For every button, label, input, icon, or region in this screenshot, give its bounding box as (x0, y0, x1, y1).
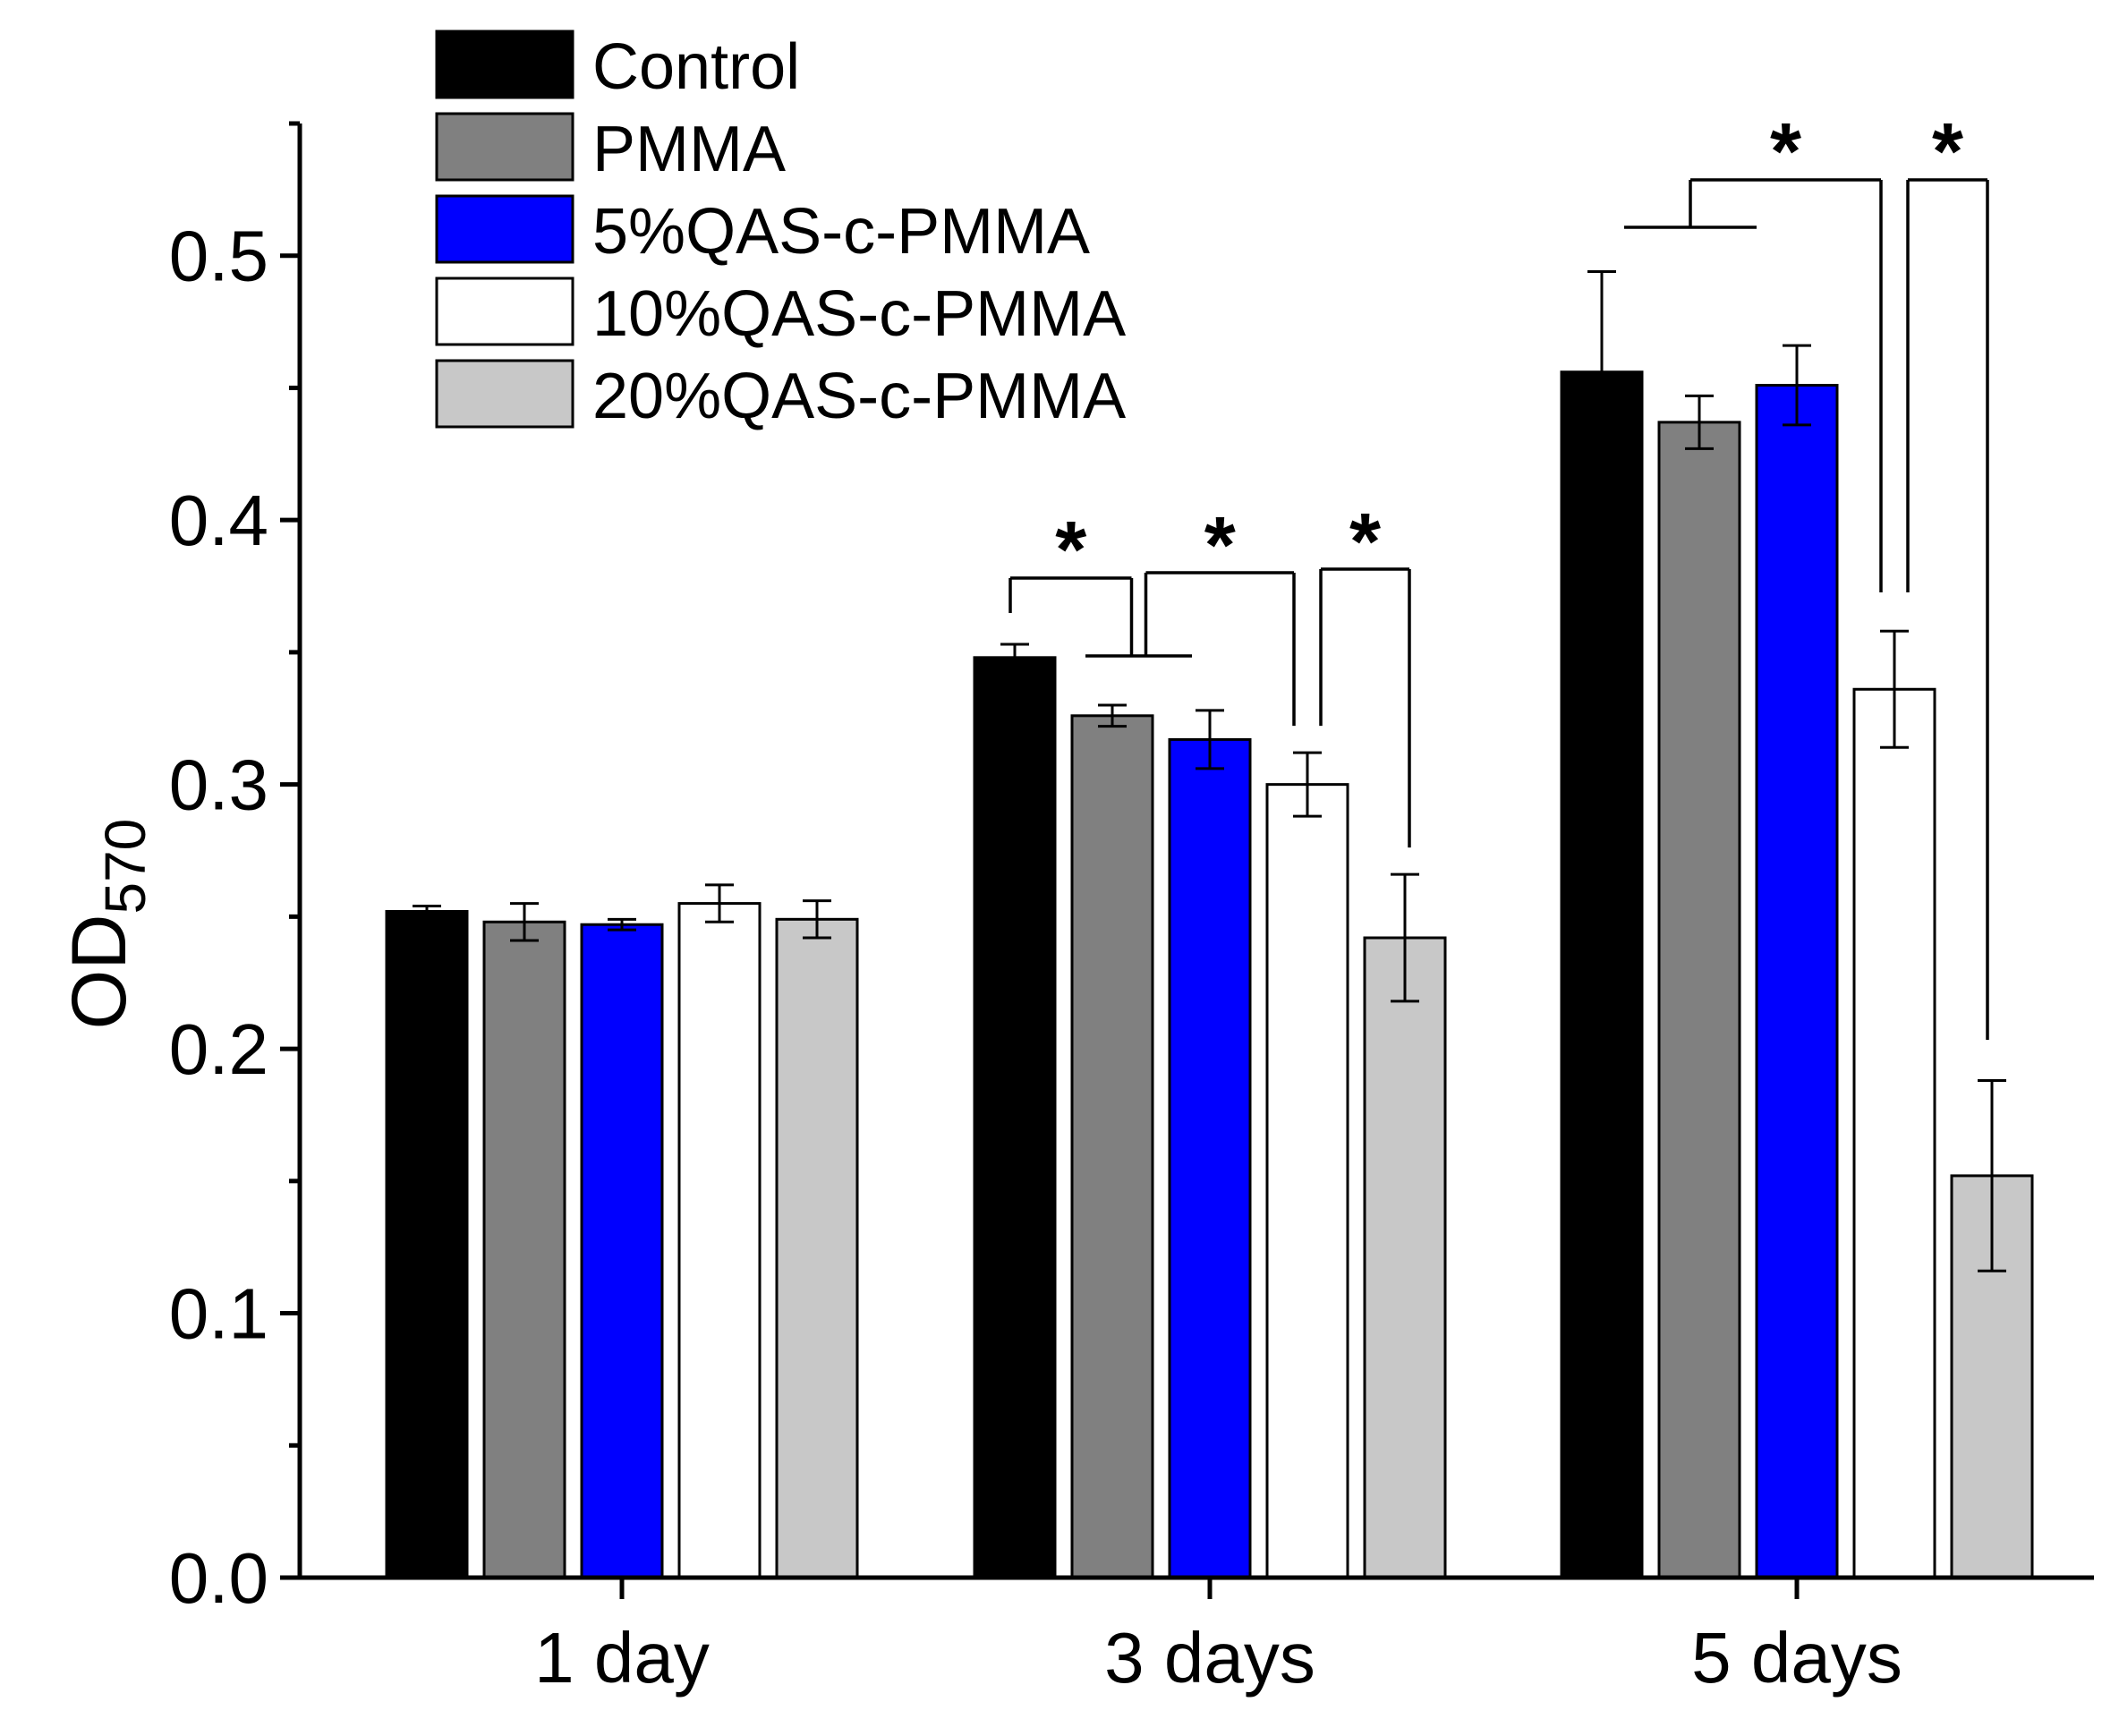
bar-5-qas-c-pmma-1-day (580, 923, 664, 1579)
error-bar-pmma-1-day (510, 902, 539, 942)
y-axis-label: OD570 (56, 819, 157, 1030)
legend-swatch (435, 359, 574, 429)
x-ticks: 1 day 3 days 5 days (534, 1578, 1902, 1698)
bar-5-qas-c-pmma-5-days (1755, 384, 1839, 1579)
significance-star: * (1055, 506, 1086, 595)
legend-item-10-qas-c-pmma: 10%QAS-c-PMMA (435, 277, 1126, 350)
error-bar-5-qas-c-pmma-3-days (1196, 709, 1224, 770)
y-ticks: 0.0 0.1 0.2 0.3 0.4 0.5 (169, 121, 300, 1618)
y-tick-label: 0.0 (169, 1538, 268, 1618)
error-bar-control-3-days (1000, 642, 1029, 673)
x-tick-label-1-day: 1 day (534, 1618, 710, 1698)
x-tick-label-5-days: 5 days (1691, 1618, 1902, 1698)
error-bar-pmma-3-days (1098, 703, 1127, 728)
bar-control-5-days (1560, 370, 1644, 1579)
bar-control-1-day (385, 909, 469, 1579)
x-tick-label-3-days: 3 days (1104, 1618, 1315, 1698)
significance-star: * (1349, 498, 1381, 587)
legend-item-control: Control (435, 30, 800, 103)
error-bar-pmma-5-days (1685, 394, 1714, 450)
bar-20-qas-c-pmma-1-day (775, 917, 859, 1579)
bar-10-qas-c-pmma-5-days (1852, 687, 1936, 1579)
legend-item-pmma: PMMA (435, 112, 786, 185)
legend-label: Control (592, 31, 800, 103)
legend-item-20-qas-c-pmma: 20%QAS-c-PMMA (435, 359, 1126, 432)
bar-pmma-5-days (1657, 421, 1741, 1579)
error-bars-layer (413, 269, 2006, 1272)
significance-brackets: * * ** * (1008, 107, 1989, 1040)
bar-pmma-3-days (1070, 714, 1154, 1579)
y-axis-label-subscript: 570 (93, 819, 157, 915)
legend-swatch (435, 194, 574, 264)
legend-label: PMMA (592, 114, 786, 185)
error-bar-5-qas-c-pmma-1-day (608, 917, 636, 932)
significance-star: * (1770, 107, 1801, 197)
legend-label: 20%QAS-c-PMMA (592, 361, 1126, 432)
error-bar-20-qas-c-pmma-1-day (803, 899, 831, 940)
y-tick-label: 0.2 (169, 1009, 268, 1089)
y-axis-label-main: OD (56, 915, 142, 1030)
significance-star: * (1204, 501, 1236, 591)
legend-swatch (435, 112, 574, 182)
legend-swatch (435, 30, 574, 99)
bar-5-qas-c-pmma-3-days (1168, 737, 1252, 1579)
error-bar-20-qas-c-pmma-5-days (1978, 1079, 2006, 1272)
sig-bracket-3-days: * * * (1008, 498, 1411, 848)
legend-swatch (435, 277, 574, 346)
significance-star: * (1932, 107, 1963, 197)
error-bar-10-qas-c-pmma-5-days (1880, 629, 1909, 749)
error-bar-10-qas-c-pmma-1-day (705, 883, 734, 923)
bar-10-qas-c-pmma-1-day (677, 902, 762, 1579)
bar-pmma-1-day (482, 920, 566, 1579)
y-tick-label: 0.5 (169, 217, 268, 296)
bar-control-3-days (973, 656, 1057, 1579)
y-tick-label: 0.1 (169, 1274, 268, 1354)
sig-bracket-5-days: * * (1624, 107, 1989, 1040)
legend: Control PMMA 5%QAS-c-PMMA 10%QAS-c-PMMA 20%Q… (435, 30, 1126, 432)
error-bar-20-qas-c-pmma-3-days (1391, 872, 1419, 1003)
error-bar-5-qas-c-pmma-5-days (1783, 344, 1811, 427)
error-bar-10-qas-c-pmma-3-days (1293, 751, 1322, 818)
error-bar-control-5-days (1587, 269, 1616, 474)
error-bar-control-1-day (413, 905, 441, 918)
bar-20-qas-c-pmma-3-days (1363, 936, 1447, 1579)
y-tick-label: 0.4 (169, 481, 268, 560)
y-tick-label: 0.3 (169, 745, 268, 825)
legend-item-5-qas-c-pmma: 5%QAS-c-PMMA (435, 194, 1090, 268)
legend-label: 5%QAS-c-PMMA (592, 196, 1090, 268)
bar-10-qas-c-pmma-3-days (1265, 783, 1349, 1579)
legend-label: 10%QAS-c-PMMA (592, 278, 1126, 350)
